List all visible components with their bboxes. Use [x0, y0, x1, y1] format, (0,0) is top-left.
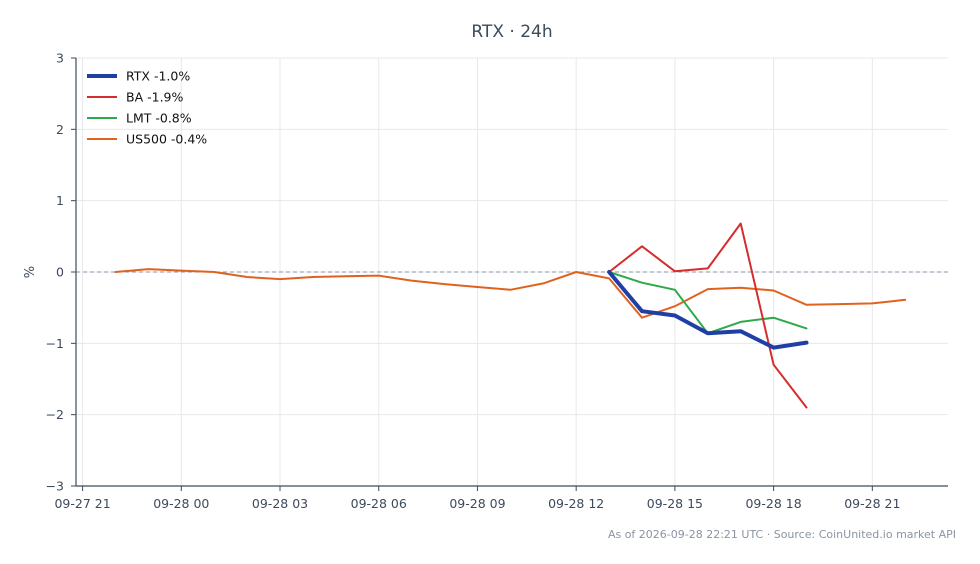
legend-entry-label: LMT -0.8% — [126, 111, 192, 126]
series-lines — [114, 222, 907, 409]
x-tick-label: 09-27 21 — [54, 496, 110, 511]
x-tick-label: 09-28 06 — [351, 496, 407, 511]
chart-title: RTX · 24h — [471, 22, 552, 42]
x-tick-label: 09-28 21 — [844, 496, 900, 511]
legend: RTX -1.0% BA -1.9% LMT -0.8% US500 -0.4% — [87, 69, 207, 147]
y-tick-label: −1 — [46, 336, 64, 351]
series-line — [607, 270, 809, 350]
y-tick-label: −2 — [46, 407, 64, 422]
x-tick-label: 09-28 03 — [252, 496, 308, 511]
x-tick-label: 09-28 18 — [745, 496, 801, 511]
source-footer: As of 2026-09-28 22:21 UTC · Source: Coi… — [608, 528, 956, 541]
y-tick-label: −3 — [46, 479, 64, 494]
legend-entry-label: RTX -1.0% — [126, 69, 190, 84]
legend-entry-label: US500 -0.4% — [126, 132, 207, 147]
y-axis-label: % — [23, 266, 38, 278]
series-line — [608, 222, 808, 409]
series-line — [114, 268, 907, 319]
axes: 3 2 1 0 −1 −2 −3 09-27 21 09-28 00 09-28 03 09-28 … — [46, 51, 948, 511]
x-tick-label: 09-28 12 — [548, 496, 604, 511]
x-tick-label: 09-28 00 — [153, 496, 209, 511]
legend-entry-label: BA -1.9% — [126, 90, 183, 105]
series-line — [608, 271, 808, 335]
x-tick-label: 09-28 15 — [647, 496, 703, 511]
y-tick-label: 1 — [56, 193, 64, 208]
y-tick-label: 2 — [56, 122, 64, 137]
x-tick-label: 09-28 09 — [449, 496, 505, 511]
y-tick-label: 3 — [56, 51, 64, 66]
y-tick-label: 0 — [56, 265, 64, 280]
